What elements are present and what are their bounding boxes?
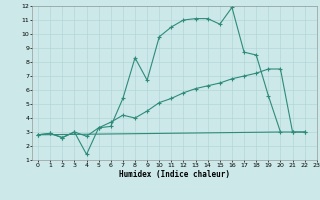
X-axis label: Humidex (Indice chaleur): Humidex (Indice chaleur) <box>119 170 230 179</box>
